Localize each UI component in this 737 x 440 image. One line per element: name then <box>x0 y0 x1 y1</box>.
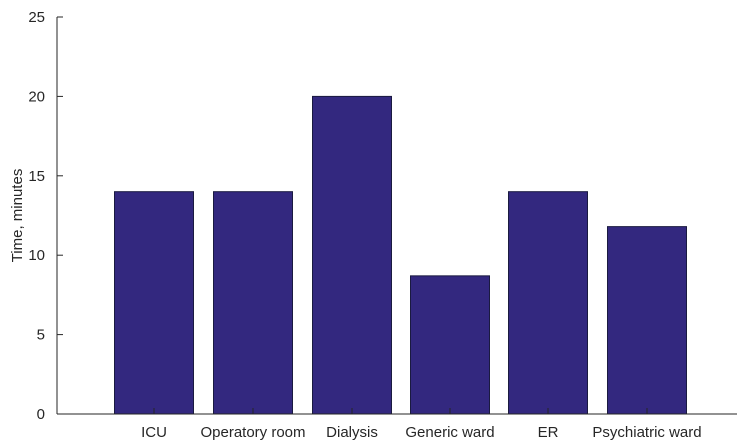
bar-er <box>508 191 588 415</box>
bar-psychiatric-ward <box>607 226 687 415</box>
x-axis-tick-labels: ICU Operatory room Dialysis Generic ward ER P… <box>141 408 702 440</box>
bar-icu <box>114 191 194 415</box>
bar-generic-ward <box>410 275 490 415</box>
x-tick-label: ICU <box>141 424 167 440</box>
y-tick-label: 15 <box>28 168 45 185</box>
y-tick-label: 25 <box>28 9 45 26</box>
y-tick-label: 0 <box>37 406 45 423</box>
x-tick-label: Dialysis <box>326 424 378 440</box>
y-tick-label: 20 <box>28 88 45 105</box>
x-tick-label: Operatory room <box>200 424 305 440</box>
y-axis-ticks: 0 5 10 15 20 25 <box>28 9 63 423</box>
x-tick-label: Generic ward <box>405 424 494 440</box>
bar-dialysis <box>312 95 392 415</box>
y-axis-title: Time, minutes <box>9 169 26 263</box>
bar-operatory-room <box>213 191 293 415</box>
y-tick-label: 5 <box>37 327 45 344</box>
bars <box>114 95 687 415</box>
x-tick-label: Psychiatric ward <box>592 424 701 440</box>
y-tick-label: 10 <box>28 247 45 264</box>
x-tick-label: ER <box>538 424 559 440</box>
